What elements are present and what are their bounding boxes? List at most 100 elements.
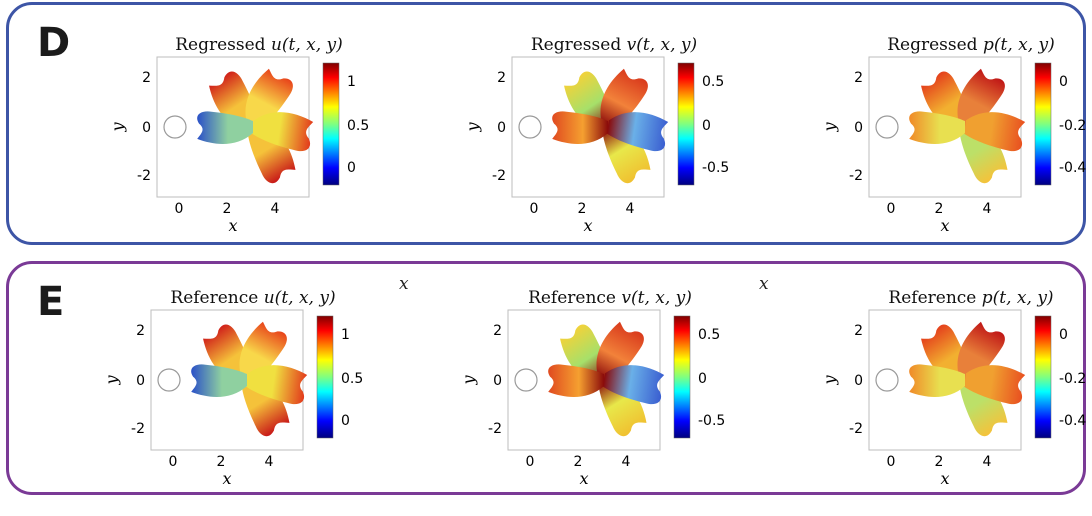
- plot-title: Reference p(t, x, y): [888, 288, 1054, 308]
- flow-petal: [247, 123, 296, 184]
- y-tick-label: 2: [142, 70, 151, 86]
- plot-reference-v: y x 2 0 -2 0 2 4 0.5 0 -0.5 Reference v(t, x, y): [460, 286, 760, 516]
- cylinder-outline: [518, 115, 542, 139]
- y-tick-label: 2: [497, 70, 506, 86]
- y-tick-label: 2: [854, 70, 863, 86]
- flow-petal: [552, 111, 608, 144]
- colorbar-tick-label: 1: [347, 74, 356, 90]
- x-tick-label: 4: [265, 454, 274, 470]
- x-axis-label: x: [940, 469, 949, 488]
- y-tick-label: 2: [854, 323, 863, 339]
- cylinder-outline: [163, 115, 187, 139]
- cylinder-outline: [514, 368, 538, 392]
- plot-title: Regressed u(t, x, y): [175, 35, 343, 55]
- plot-title: Reference u(t, x, y): [170, 288, 336, 308]
- y-tick-label: -2: [492, 168, 506, 184]
- y-tick-label: 0: [136, 373, 145, 389]
- colorbar-tick-label: 0.5: [347, 118, 369, 134]
- flow-petal: [957, 321, 1005, 384]
- plot-regressed-u: y x 2 0 -2 0 2 4 1 0.5 0 Regressed u(t, x, y): [109, 33, 409, 263]
- y-tick-label: -2: [488, 421, 502, 437]
- flow-petal: [964, 365, 1026, 405]
- y-tick-label: -2: [131, 421, 145, 437]
- x-tick-label: 4: [271, 201, 280, 217]
- colorbar-tick-label: 0.5: [341, 371, 363, 387]
- colorbar-tick-label: -0.5: [702, 160, 729, 176]
- colorbar-tick-label: 0.5: [702, 74, 724, 90]
- x-tick-label: 4: [626, 201, 635, 217]
- x-tick-label: 2: [574, 454, 583, 470]
- x-axis-label: x: [579, 469, 588, 488]
- y-axis-label: y: [464, 122, 482, 133]
- colorbar-tick-label: 0: [702, 118, 711, 134]
- flow-petal: [598, 376, 647, 437]
- flow-petal: [957, 68, 1005, 131]
- x-tick-label: 0: [887, 454, 896, 470]
- y-tick-label: -2: [849, 168, 863, 184]
- x-tick-label: 2: [223, 201, 232, 217]
- x-axis-label: x: [228, 216, 237, 235]
- colorbar-tick-label: -0.2: [1059, 118, 1086, 134]
- x-tick-label: 0: [526, 454, 535, 470]
- y-tick-label: 0: [854, 373, 863, 389]
- y-tick-label: 2: [493, 323, 502, 339]
- y-axis-label: y: [103, 375, 121, 386]
- panel-e: E x x y x 2 0 -2 0 2 4 1 0.5 0 Reference u(t, x, y…: [6, 261, 1086, 495]
- colorbar-tick-label: -0.2: [1059, 371, 1086, 387]
- x-axis-label: x: [222, 469, 231, 488]
- colorbar-tick-label: 0: [347, 160, 356, 176]
- flow-petal: [959, 376, 1008, 437]
- x-tick-label: 2: [578, 201, 587, 217]
- y-tick-label: 0: [497, 120, 506, 136]
- plot-title: Regressed v(t, x, y): [530, 35, 698, 55]
- x-axis-label: x: [940, 216, 949, 235]
- flow-petal: [241, 376, 290, 437]
- flow-petal: [600, 68, 648, 131]
- y-axis-label: y: [109, 122, 127, 133]
- colorbar-tick-label: -0.4: [1059, 413, 1086, 429]
- y-axis-label: y: [460, 375, 478, 386]
- x-tick-label: 0: [530, 201, 539, 217]
- x-tick-label: 4: [983, 201, 992, 217]
- x-tick-label: 4: [983, 454, 992, 470]
- flow-petal: [602, 123, 651, 184]
- colorbar-tick-label: -0.4: [1059, 160, 1086, 176]
- y-tick-label: 0: [142, 120, 151, 136]
- colorbar-tick-label: 0: [1059, 74, 1068, 90]
- plot-regressed-p: y x 2 0 -2 0 2 4 0 -0.2 -0.4 Regressed p(t, x, y): [821, 33, 1092, 263]
- y-axis-label: y: [821, 375, 839, 386]
- colorbar-tick-label: 1: [341, 327, 350, 343]
- x-tick-label: 2: [217, 454, 226, 470]
- y-tick-label: -2: [137, 168, 151, 184]
- plot-title: Regressed p(t, x, y): [887, 35, 1055, 55]
- flow-petal: [964, 112, 1026, 152]
- x-tick-label: 0: [175, 201, 184, 217]
- stray-axis-label: x: [399, 274, 409, 294]
- flow-petal: [252, 112, 314, 152]
- flow-petal: [245, 68, 293, 131]
- colorbar-tick-label: 0: [341, 413, 350, 429]
- x-tick-label: 0: [887, 201, 896, 217]
- panel-letter: D: [37, 20, 71, 66]
- flow-petal: [548, 364, 604, 397]
- colorbar-tick-label: 0.5: [698, 327, 720, 343]
- colorbar: [1034, 315, 1052, 439]
- plot-reference-u: y x 2 0 -2 0 2 4 1 0.5 0 Reference u(t, x, y): [103, 286, 403, 516]
- flow-petal: [909, 364, 965, 397]
- colorbar: [322, 62, 340, 186]
- flow-petal: [197, 111, 253, 144]
- flow-petal: [909, 111, 965, 144]
- x-tick-label: 2: [935, 201, 944, 217]
- flow-petal: [596, 321, 644, 384]
- colorbar-tick-label: -0.5: [698, 413, 725, 429]
- plot-title: Reference v(t, x, y): [528, 288, 692, 308]
- colorbar-tick-label: 0: [698, 371, 707, 387]
- x-tick-label: 2: [935, 454, 944, 470]
- colorbar: [673, 315, 691, 439]
- cylinder-outline: [157, 368, 181, 392]
- colorbar: [677, 62, 695, 186]
- y-axis-label: y: [821, 122, 839, 133]
- y-tick-label: 0: [854, 120, 863, 136]
- panel-letter: E: [37, 279, 65, 325]
